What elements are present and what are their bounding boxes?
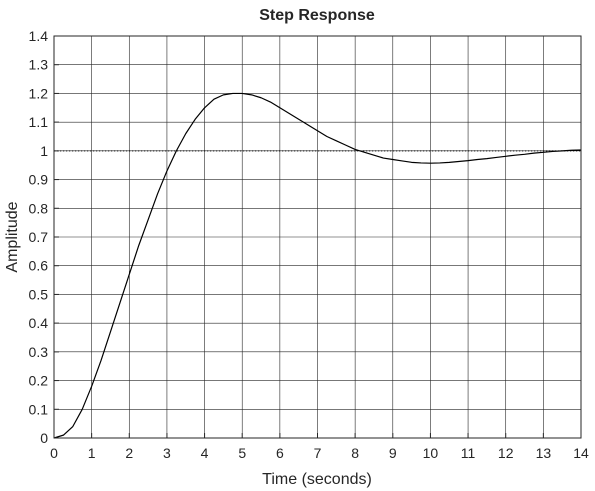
y-tick-label: 0.5 — [29, 286, 49, 302]
y-axis-label: Amplitude — [4, 201, 21, 272]
x-tick-label: 10 — [423, 445, 439, 461]
y-tick-label: 1.2 — [29, 85, 49, 101]
y-tick-label: 1.1 — [29, 114, 49, 130]
y-tick-label: 0.3 — [29, 344, 49, 360]
y-tick-label: 0.9 — [29, 172, 49, 188]
x-tick-label: 8 — [351, 445, 359, 461]
x-tick-label: 7 — [314, 445, 322, 461]
x-tick-label: 4 — [201, 445, 209, 461]
y-tick-label: 0.4 — [29, 315, 49, 331]
y-tick-label: 0 — [40, 430, 48, 446]
x-tick-label: 11 — [461, 445, 476, 461]
y-tick-label: 1.3 — [29, 57, 49, 73]
y-tick-label: 0.2 — [29, 373, 49, 389]
y-axis-ticks: 0 0.1 0.2 0.3 0.4 0.5 0.6 0.7 0.8 0.9 1 1.1 1.2 1.3 1.… — [29, 28, 59, 446]
y-tick-label: 0.7 — [29, 229, 49, 245]
y-tick-label: 1.4 — [29, 28, 49, 44]
x-tick-label: 0 — [50, 445, 58, 461]
y-tick-label: 0.6 — [29, 258, 49, 274]
x-tick-label: 14 — [573, 445, 589, 461]
y-tick-label: 0.1 — [29, 401, 49, 417]
chart-title: Step Response — [259, 7, 375, 24]
x-axis-ticks: 0 1 2 3 4 5 6 7 8 9 10 11 12 13 14 — [50, 433, 589, 461]
x-axis-label: Time (seconds) — [262, 471, 372, 488]
x-tick-label: 6 — [276, 445, 284, 461]
x-tick-label: 9 — [389, 445, 397, 461]
x-tick-label: 1 — [88, 445, 96, 461]
step-response-line — [53, 92, 582, 439]
x-tick-label: 2 — [125, 445, 133, 461]
x-tick-label: 3 — [163, 445, 171, 461]
series-group — [53, 92, 582, 439]
y-tick-label: 0.8 — [29, 200, 49, 216]
y-tick-label: 1 — [40, 143, 48, 159]
x-tick-label: 13 — [536, 445, 552, 461]
x-tick-label: 5 — [238, 445, 246, 461]
x-tick-label: 12 — [498, 445, 514, 461]
